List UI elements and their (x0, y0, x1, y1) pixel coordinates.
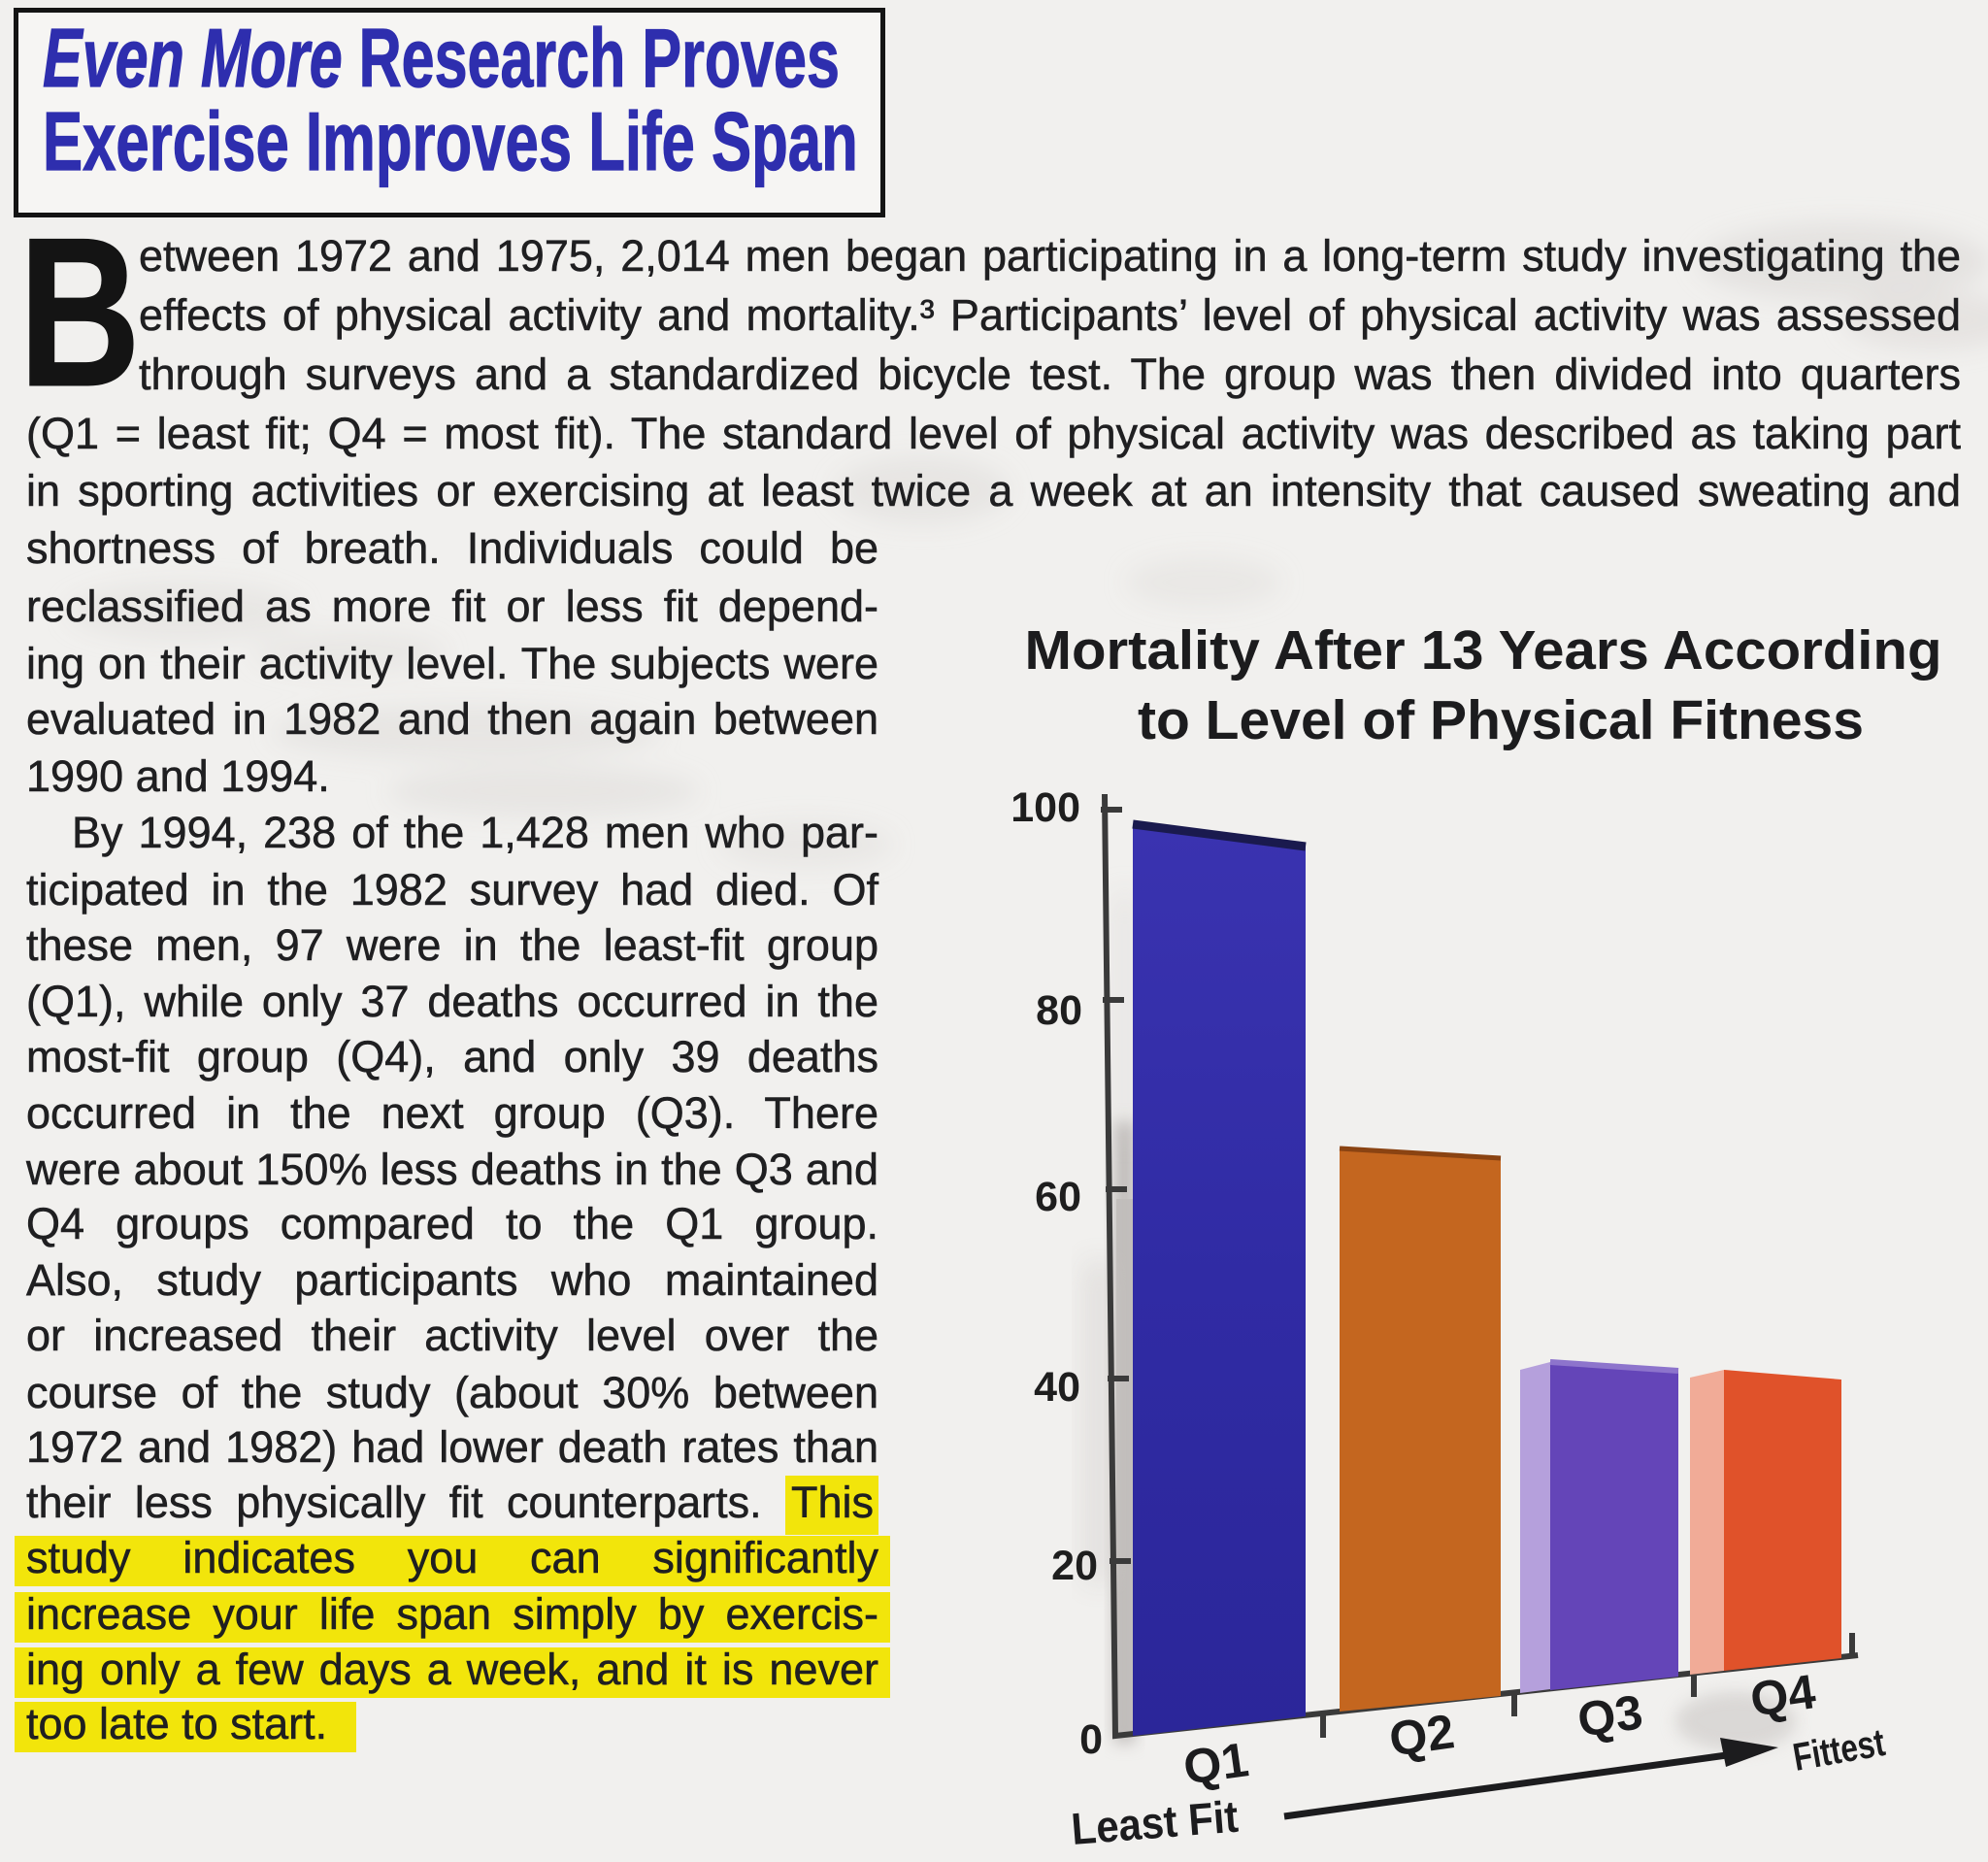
svg-text:0: 0 (1079, 1716, 1103, 1763)
svg-text:40: 40 (1034, 1364, 1080, 1411)
svg-text:Fittest: Fittest (1790, 1721, 1888, 1779)
svg-text:Mortality After 13 Years Accor: Mortality After 13 Years According (1025, 619, 1942, 682)
svg-text:20: 20 (1051, 1543, 1098, 1589)
svg-text:100: 100 (1011, 784, 1080, 831)
svg-text:Q2: Q2 (1386, 1704, 1458, 1767)
svg-text:Least Fit: Least Fit (1070, 1791, 1241, 1854)
svg-text:Q1: Q1 (1180, 1732, 1252, 1795)
svg-text:to Level of Physical Fitness: to Level of Physical Fitness (1138, 689, 1864, 751)
svg-text:Q3: Q3 (1574, 1684, 1646, 1747)
svg-text:60: 60 (1035, 1174, 1081, 1220)
svg-text:80: 80 (1036, 987, 1082, 1034)
svg-text:Q4: Q4 (1747, 1664, 1819, 1727)
